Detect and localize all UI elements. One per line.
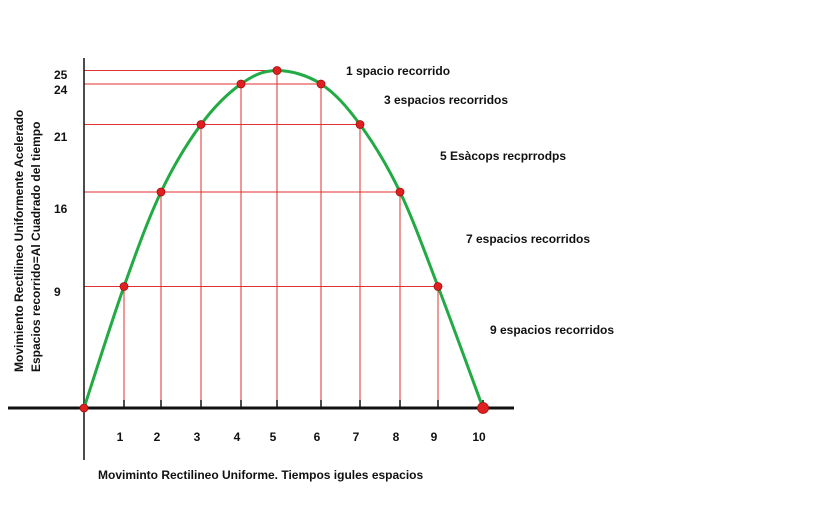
data-point — [395, 187, 405, 197]
y-tick-label: 25 — [54, 68, 68, 82]
data-point — [236, 79, 246, 89]
y-tick-label: 16 — [54, 202, 68, 216]
annotation-label: 7 espacios recorridos — [466, 232, 590, 246]
data-point — [477, 402, 489, 414]
data-point — [272, 66, 282, 75]
x-tick-label: 4 — [234, 430, 241, 444]
y-axis-label-line2: Espacios recorrido=Al Cuadrado del tiemp… — [29, 122, 43, 372]
annotation-label: 9 espacios recorridos — [490, 323, 614, 337]
annotation-label: 1 spacio recorrido — [346, 64, 450, 78]
y-tick-label: 21 — [54, 130, 68, 144]
data-points — [79, 66, 489, 414]
data-point — [156, 187, 166, 197]
annotation-label: 3 espacios recorridos — [384, 93, 508, 107]
x-tick-label: 7 — [353, 430, 360, 444]
x-tick-label: 1 — [117, 430, 124, 444]
x-tick-labels: 1 2 3 4 5 6 7 8 9 10 — [117, 430, 486, 444]
x-tick-label: 8 — [393, 430, 400, 444]
x-tick-label: 5 — [270, 430, 277, 444]
annotations: 1 spacio recorrido 3 espacios recorridos 5… — [346, 64, 614, 337]
data-point — [79, 403, 89, 413]
data-point — [355, 120, 365, 129]
x-tick-label: 3 — [194, 430, 201, 444]
data-point — [316, 79, 326, 89]
x-tick-label: 6 — [314, 430, 321, 444]
data-point — [196, 120, 206, 129]
x-tick-label: 9 — [431, 430, 438, 444]
y-axis-label-line1: Movimiento Rectilineo Uniformente Aceler… — [12, 110, 26, 372]
data-curve — [82, 68, 485, 409]
x-axis-label: Movimintо Rectilineo Uniforme. Tiempos i… — [98, 468, 424, 482]
x-tick-label: 2 — [154, 430, 161, 444]
data-point — [119, 282, 129, 291]
annotation-label: 5 Esàcops recprrodps — [440, 149, 566, 163]
x-tick-label: 10 — [472, 430, 486, 444]
data-point — [433, 282, 443, 291]
guide-lines — [84, 70, 439, 408]
curve-layer — [82, 68, 485, 409]
y-tick-label: 9 — [54, 285, 61, 299]
y-tick-label: 24 — [54, 83, 68, 97]
axes — [8, 58, 514, 460]
